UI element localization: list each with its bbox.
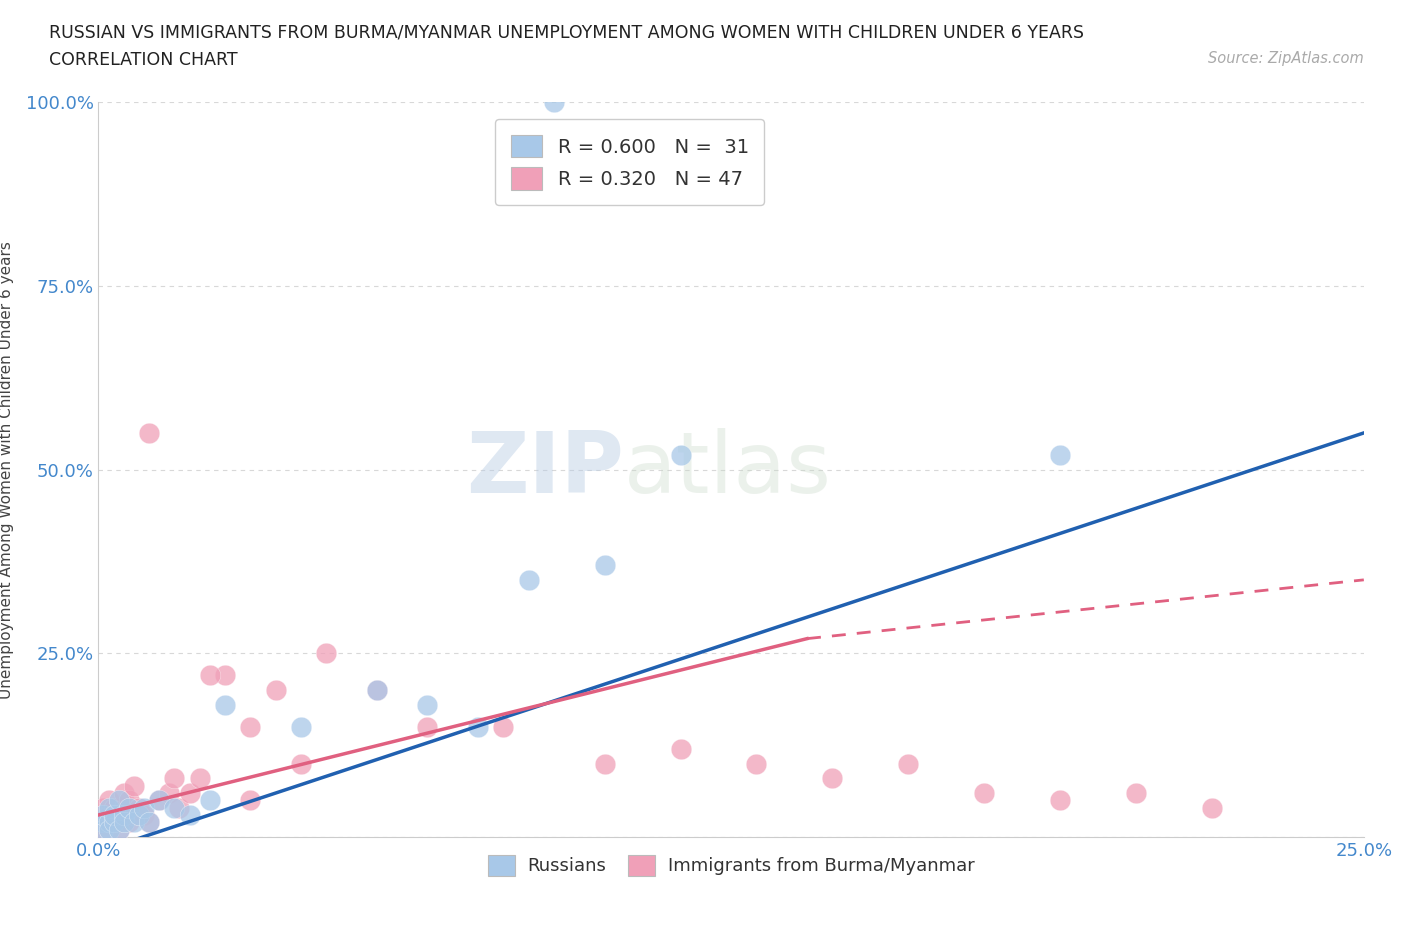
Point — [239, 792, 262, 807]
Point — [239, 720, 262, 735]
Point — [517, 573, 540, 588]
Text: CORRELATION CHART: CORRELATION CHART — [49, 51, 238, 69]
Point — [214, 668, 236, 683]
Point — [188, 771, 211, 786]
Point — [1125, 786, 1147, 801]
Point — [593, 756, 616, 771]
Point — [669, 447, 692, 462]
Point — [97, 815, 120, 830]
Point — [97, 822, 120, 837]
Point — [198, 792, 221, 807]
Point — [103, 815, 125, 830]
Point — [214, 698, 236, 712]
Point — [112, 807, 135, 822]
Point — [366, 683, 388, 698]
Point — [416, 698, 439, 712]
Point — [103, 815, 125, 830]
Point — [198, 668, 221, 683]
Point — [138, 815, 160, 830]
Point — [179, 786, 201, 801]
Point — [593, 558, 616, 573]
Point — [543, 95, 565, 110]
Point — [157, 786, 180, 801]
Point — [179, 807, 201, 822]
Point — [93, 815, 115, 830]
Point — [118, 800, 141, 815]
Point — [93, 807, 115, 822]
Point — [492, 720, 515, 735]
Point — [107, 822, 129, 837]
Y-axis label: Unemployment Among Women with Children Under 6 years: Unemployment Among Women with Children U… — [0, 241, 14, 698]
Point — [112, 815, 135, 830]
Point — [169, 800, 191, 815]
Text: ZIP: ZIP — [465, 428, 623, 512]
Point — [97, 807, 120, 822]
Point — [1201, 800, 1223, 815]
Point — [366, 683, 388, 698]
Point — [107, 792, 129, 807]
Point — [97, 822, 120, 837]
Point — [97, 815, 120, 830]
Point — [290, 756, 312, 771]
Point — [122, 778, 145, 793]
Point — [821, 771, 844, 786]
Point — [148, 792, 170, 807]
Point — [132, 807, 155, 822]
Point — [163, 771, 186, 786]
Point — [132, 800, 155, 815]
Point — [93, 822, 115, 837]
Point — [112, 800, 135, 815]
Point — [107, 807, 129, 822]
Point — [897, 756, 920, 771]
Point — [118, 792, 141, 807]
Point — [107, 822, 129, 837]
Point — [93, 822, 115, 837]
Point — [118, 815, 141, 830]
Point — [467, 720, 489, 735]
Point — [290, 720, 312, 735]
Point — [103, 800, 125, 815]
Point — [315, 646, 337, 661]
Text: RUSSIAN VS IMMIGRANTS FROM BURMA/MYANMAR UNEMPLOYMENT AMONG WOMEN WITH CHILDREN : RUSSIAN VS IMMIGRANTS FROM BURMA/MYANMAR… — [49, 23, 1084, 41]
Point — [138, 426, 160, 441]
Point — [1049, 447, 1071, 462]
Point — [163, 800, 186, 815]
Point — [122, 815, 145, 830]
Point — [1049, 792, 1071, 807]
Point — [97, 792, 120, 807]
Point — [93, 815, 115, 830]
Point — [122, 807, 145, 822]
Legend: Russians, Immigrants from Burma/Myanmar: Russians, Immigrants from Burma/Myanmar — [481, 848, 981, 884]
Point — [97, 800, 120, 815]
Point — [148, 792, 170, 807]
Point — [973, 786, 995, 801]
Point — [128, 807, 150, 822]
Point — [669, 741, 692, 756]
Point — [93, 800, 115, 815]
Point — [112, 786, 135, 801]
Point — [416, 720, 439, 735]
Point — [138, 815, 160, 830]
Point — [128, 800, 150, 815]
Text: atlas: atlas — [623, 428, 831, 512]
Point — [264, 683, 287, 698]
Text: Source: ZipAtlas.com: Source: ZipAtlas.com — [1208, 51, 1364, 66]
Point — [103, 807, 125, 822]
Point — [112, 815, 135, 830]
Point — [745, 756, 768, 771]
